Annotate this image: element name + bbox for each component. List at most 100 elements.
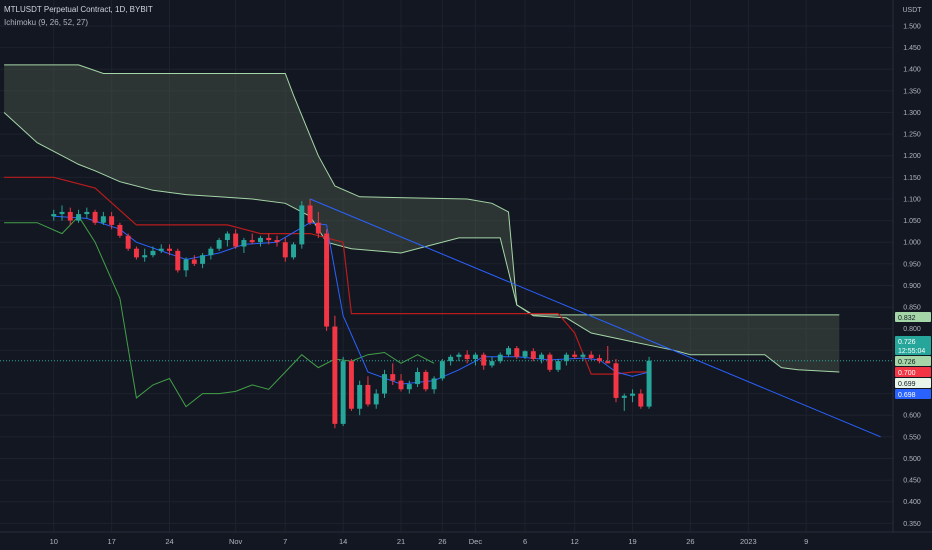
candle-body xyxy=(100,216,106,223)
price-label-text: 12:55:04 xyxy=(898,348,925,355)
price-label: 0.699 xyxy=(895,378,931,388)
candle xyxy=(340,356,346,427)
candle xyxy=(125,233,131,251)
candle-body xyxy=(233,233,239,247)
candle-body xyxy=(167,248,172,251)
candle xyxy=(307,198,313,225)
price-labels: 0.832 0.726 12:55:04 0.726 0.700 0.699 0.698 xyxy=(895,312,931,399)
candle-body xyxy=(547,354,553,370)
candle-body xyxy=(76,214,82,221)
price-label-bg xyxy=(895,367,931,377)
candle xyxy=(241,237,247,254)
y-tick-label: 0.950 xyxy=(903,261,921,268)
candle xyxy=(382,369,387,398)
candle xyxy=(423,369,429,392)
candle xyxy=(580,352,586,362)
candle xyxy=(390,363,396,385)
candle-body xyxy=(150,250,156,256)
candle-body xyxy=(605,361,611,364)
indicator-title[interactable]: Ichimoku (9, 26, 52, 27) xyxy=(4,18,89,27)
x-tick-label: 6 xyxy=(523,537,527,546)
candle xyxy=(439,358,445,381)
x-tick-label: 10 xyxy=(50,537,58,546)
price-label-bg xyxy=(895,336,931,346)
candle-body xyxy=(555,361,561,370)
price-label-bg xyxy=(895,378,931,388)
candle xyxy=(175,248,181,273)
price-label-text: 0.700 xyxy=(898,370,916,377)
candle xyxy=(348,358,354,411)
candle-body xyxy=(621,395,627,398)
x-tick-label: 19 xyxy=(628,537,636,546)
y-tick-label: 0.600 xyxy=(903,413,921,420)
candle-body xyxy=(307,205,313,223)
candle-body xyxy=(282,242,288,258)
y-tick-label: 1.350 xyxy=(903,88,921,95)
candle-body xyxy=(125,235,131,249)
candle xyxy=(249,233,255,245)
candle-body xyxy=(324,233,330,327)
price-label-bg xyxy=(895,356,931,366)
candle-body xyxy=(646,360,652,407)
candle-body xyxy=(456,354,462,357)
y-tick-label: 0.450 xyxy=(903,478,921,485)
candle xyxy=(555,358,561,372)
candle-body xyxy=(183,259,189,271)
y-tick-label: 1.150 xyxy=(903,175,921,182)
candle-body xyxy=(208,248,214,256)
candle-body xyxy=(596,358,602,362)
candle-body xyxy=(158,248,164,251)
candle-body xyxy=(464,354,470,359)
candle xyxy=(563,352,569,366)
senkou-span-a-line xyxy=(3,112,840,373)
candle xyxy=(158,244,164,254)
candle-body xyxy=(423,371,429,390)
y-tick-label: 1.050 xyxy=(903,218,921,225)
y-tick-label: 1.450 xyxy=(903,45,921,52)
candle-body xyxy=(448,356,454,362)
candle xyxy=(514,346,520,359)
candle-body xyxy=(522,351,528,357)
candle xyxy=(530,348,536,362)
y-tick-label: 0.900 xyxy=(903,283,921,290)
candle xyxy=(76,209,82,223)
candle-body xyxy=(588,354,594,359)
candle xyxy=(167,244,172,256)
x-tick-label: 26 xyxy=(438,537,446,546)
candle-body xyxy=(390,374,396,381)
candle xyxy=(572,351,578,359)
candle-body xyxy=(274,240,280,243)
price-label: 0.700 xyxy=(895,367,931,377)
candle-body xyxy=(398,380,404,390)
tenkan-sen-line xyxy=(53,215,650,385)
candle-body xyxy=(59,211,65,215)
x-tick-label: 17 xyxy=(107,537,115,546)
plot-area xyxy=(0,0,893,532)
price-label-text: 0.698 xyxy=(898,392,916,399)
candle xyxy=(332,315,338,429)
candle-body xyxy=(142,255,148,258)
candle-body xyxy=(382,374,387,394)
candle xyxy=(109,211,115,230)
candle-body xyxy=(92,211,98,223)
price-label: 0.698 xyxy=(895,389,931,399)
candle-body xyxy=(439,361,445,379)
price-label: 0.832 xyxy=(895,312,931,322)
candle xyxy=(266,233,272,245)
price-label-text: 0.726 xyxy=(898,359,916,366)
candle xyxy=(646,356,652,409)
candle xyxy=(588,351,594,360)
candle xyxy=(200,253,206,269)
candle xyxy=(67,207,73,225)
candle-body xyxy=(200,255,206,264)
candle xyxy=(133,246,139,260)
y-tick-label: 0.400 xyxy=(903,499,921,506)
x-tick-label: Dec xyxy=(469,537,483,546)
candle-body xyxy=(224,233,230,241)
candle-body xyxy=(630,393,636,396)
candle-body xyxy=(613,363,619,398)
candle xyxy=(100,211,106,225)
candle xyxy=(142,248,148,262)
symbol-title[interactable]: MTLUSDT Perpetual Contract, 1D, BYBIT xyxy=(4,5,153,14)
